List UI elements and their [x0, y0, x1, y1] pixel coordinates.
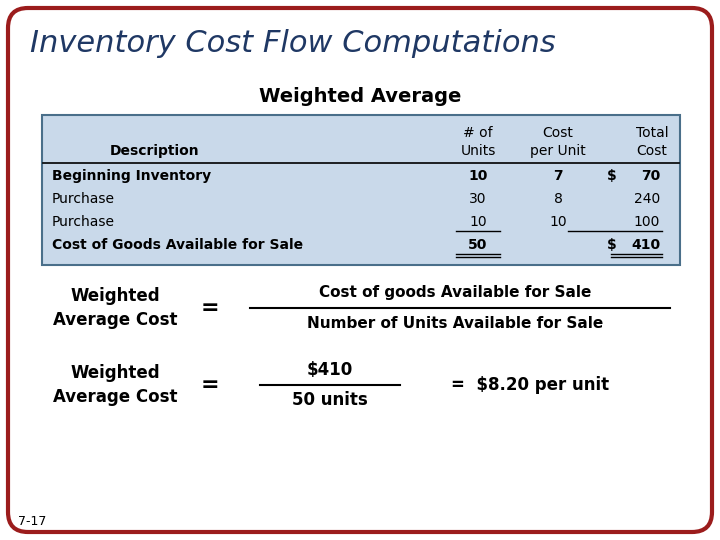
Text: 10: 10 [468, 168, 487, 183]
Text: # of: # of [463, 126, 492, 140]
Text: Beginning Inventory: Beginning Inventory [52, 168, 211, 183]
Text: 50: 50 [468, 238, 487, 252]
Text: Cost of Goods Available for Sale: Cost of Goods Available for Sale [52, 238, 303, 252]
Text: Weighted
Average Cost: Weighted Average Cost [53, 287, 177, 329]
Text: 100: 100 [634, 214, 660, 228]
Text: Number of Units Available for Sale: Number of Units Available for Sale [307, 316, 603, 332]
Text: Cost: Cost [636, 144, 667, 158]
Text: 240: 240 [634, 192, 660, 206]
FancyBboxPatch shape [42, 115, 680, 265]
Text: $: $ [607, 168, 617, 183]
Text: 10: 10 [549, 214, 567, 228]
Text: 410: 410 [631, 238, 660, 252]
Text: Inventory Cost Flow Computations: Inventory Cost Flow Computations [30, 29, 556, 57]
Text: $: $ [607, 238, 617, 252]
Text: 7-17: 7-17 [18, 515, 46, 528]
Text: Units: Units [460, 144, 495, 158]
Text: Weighted
Average Cost: Weighted Average Cost [53, 364, 177, 406]
Text: =: = [201, 298, 220, 318]
Text: Cost: Cost [543, 126, 573, 140]
Text: Description: Description [110, 144, 200, 158]
Text: $410: $410 [307, 361, 353, 379]
Text: 70: 70 [641, 168, 660, 183]
Text: Purchase: Purchase [52, 192, 115, 206]
Text: Cost of goods Available for Sale: Cost of goods Available for Sale [319, 285, 591, 300]
Text: Total: Total [636, 126, 668, 140]
Text: 10: 10 [469, 214, 487, 228]
Text: =  $8.20 per unit: = $8.20 per unit [451, 376, 609, 394]
Text: 7: 7 [553, 168, 563, 183]
Text: Purchase: Purchase [52, 214, 115, 228]
Text: 50 units: 50 units [292, 391, 368, 409]
Text: per Unit: per Unit [530, 144, 586, 158]
FancyBboxPatch shape [8, 8, 712, 532]
Text: Weighted Average: Weighted Average [258, 87, 462, 106]
Text: 30: 30 [469, 192, 487, 206]
Text: =: = [201, 375, 220, 395]
Text: 8: 8 [554, 192, 562, 206]
